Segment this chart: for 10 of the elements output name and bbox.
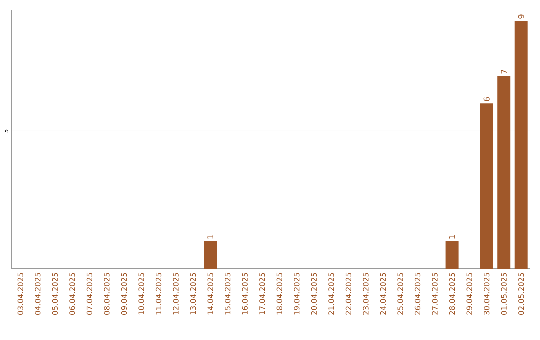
- bar: [446, 241, 459, 269]
- data-label: 1: [208, 235, 214, 239]
- data-label: 9: [518, 14, 524, 19]
- data-label: 1: [449, 235, 456, 239]
- data-label: 6: [484, 97, 490, 102]
- bar: [204, 241, 218, 269]
- bar: [498, 76, 511, 269]
- bar: [514, 21, 528, 269]
- data-label: 7: [501, 70, 508, 74]
- bar: [480, 104, 494, 269]
